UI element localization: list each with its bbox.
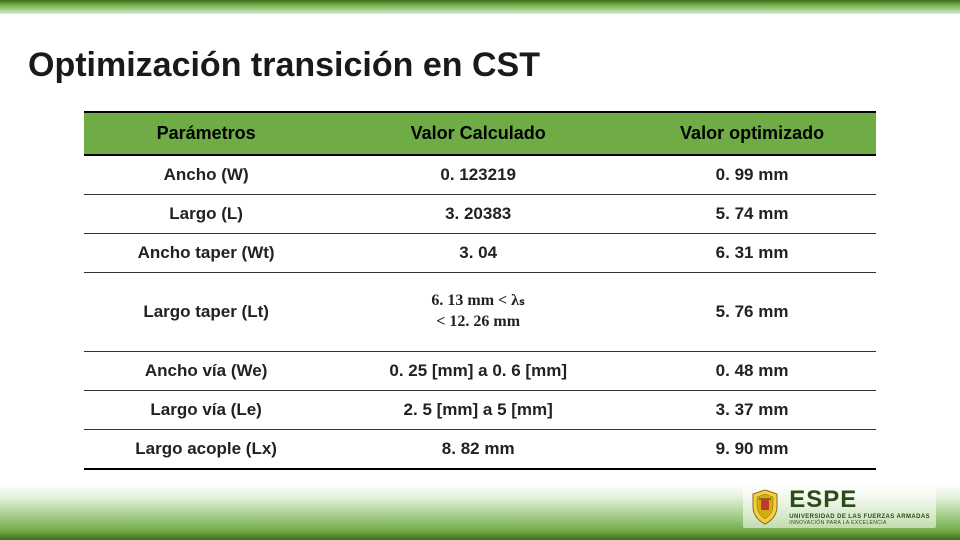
cell-calc: 2. 5 [mm] a 5 [mm] [328, 390, 628, 429]
cell-opt: 6. 31 mm [628, 234, 876, 273]
cell-param: Largo vía (Le) [84, 390, 328, 429]
table-row: Ancho taper (Wt) 3. 04 6. 31 mm [84, 234, 876, 273]
table-row: Ancho vía (We) 0. 25 [mm] a 0. 6 [mm] 0.… [84, 351, 876, 390]
cell-calc: 3. 20383 [328, 195, 628, 234]
cell-calc-formula: 6. 13 mm < λₛ < 12. 26 mm [328, 273, 628, 352]
cell-opt: 3. 37 mm [628, 390, 876, 429]
cell-opt: 9. 90 mm [628, 429, 876, 469]
espe-logo: ESPE UNIVERSIDAD DE LAS FUERZAS ARMADAS … [743, 486, 936, 528]
formula-line2: < 12. 26 mm [336, 312, 620, 333]
footer-gradient-bar: ESPE UNIVERSIDAD DE LAS FUERZAS ARMADAS … [0, 484, 960, 540]
cell-calc: 0. 25 [mm] a 0. 6 [mm] [328, 351, 628, 390]
table-row: Largo taper (Lt) 6. 13 mm < λₛ < 12. 26 … [84, 273, 876, 352]
page-title: Optimización transición en CST [28, 46, 932, 85]
cell-calc: 0. 123219 [328, 155, 628, 195]
cell-calc: 3. 04 [328, 234, 628, 273]
shield-icon [749, 488, 781, 526]
cell-param: Ancho (W) [84, 155, 328, 195]
header-gradient-bar [0, 0, 960, 14]
cell-opt: 5. 76 mm [628, 273, 876, 352]
table-header-row: Parámetros Valor Calculado Valor optimiz… [84, 112, 876, 155]
logo-name: ESPE [789, 488, 930, 512]
logo-text-block: ESPE UNIVERSIDAD DE LAS FUERZAS ARMADAS … [789, 488, 930, 526]
cell-param: Ancho taper (Wt) [84, 234, 328, 273]
cell-opt: 0. 99 mm [628, 155, 876, 195]
formula-line1: 6. 13 mm < λₛ [336, 291, 620, 312]
cell-param: Largo taper (Lt) [84, 273, 328, 352]
col-header-optimizado: Valor optimizado [628, 112, 876, 155]
col-header-parametros: Parámetros [84, 112, 328, 155]
table-row: Largo vía (Le) 2. 5 [mm] a 5 [mm] 3. 37 … [84, 390, 876, 429]
table-row: Largo acople (Lx) 8. 82 mm 9. 90 mm [84, 429, 876, 469]
cell-param: Largo acople (Lx) [84, 429, 328, 469]
cell-opt: 0. 48 mm [628, 351, 876, 390]
col-header-calculado: Valor Calculado [328, 112, 628, 155]
table-container: Parámetros Valor Calculado Valor optimiz… [28, 111, 932, 470]
cell-calc: 8. 82 mm [328, 429, 628, 469]
slide-content: Optimización transición en CST Parámetro… [0, 14, 960, 470]
table-row: Ancho (W) 0. 123219 0. 99 mm [84, 155, 876, 195]
cell-param: Largo (L) [84, 195, 328, 234]
cell-opt: 5. 74 mm [628, 195, 876, 234]
table-row: Largo (L) 3. 20383 5. 74 mm [84, 195, 876, 234]
parameters-table: Parámetros Valor Calculado Valor optimiz… [84, 111, 876, 470]
cell-param: Ancho vía (We) [84, 351, 328, 390]
logo-subtitle-2: INNOVACIÓN PARA LA EXCELENCIA [789, 521, 930, 526]
